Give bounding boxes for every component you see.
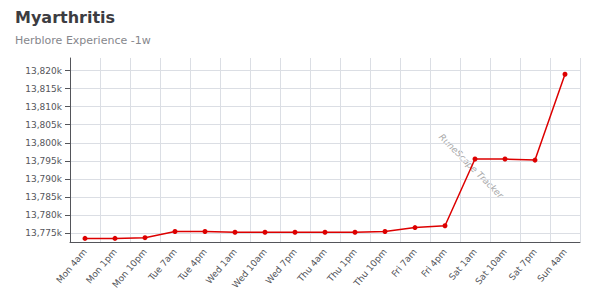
- svg-text:Fri 7am: Fri 7am: [390, 247, 419, 279]
- svg-text:Tue 4pm: Tue 4pm: [176, 246, 209, 283]
- svg-text:13,815k: 13,815k: [25, 84, 62, 94]
- svg-text:Myarthritis: Myarthritis: [15, 8, 115, 27]
- svg-text:13,820k: 13,820k: [25, 66, 62, 76]
- svg-text:13,790k: 13,790k: [25, 174, 62, 184]
- svg-text:Thu 1pm: Thu 1pm: [325, 246, 359, 284]
- svg-text:13,805k: 13,805k: [25, 120, 62, 130]
- svg-text:RuneScape Tracker: RuneScape Tracker: [436, 131, 506, 201]
- svg-text:Mon 4am: Mon 4am: [54, 246, 89, 286]
- svg-text:Wed 1am: Wed 1am: [203, 246, 239, 286]
- svg-text:13,780k: 13,780k: [25, 210, 62, 220]
- svg-text:13,810k: 13,810k: [25, 102, 62, 112]
- svg-text:Herblore Experience -1w: Herblore Experience -1w: [15, 34, 151, 47]
- svg-text:Sat 7pm: Sat 7pm: [507, 247, 539, 282]
- svg-text:Wed 10am: Wed 10am: [230, 247, 269, 290]
- svg-text:Mon 10pm: Mon 10pm: [110, 247, 148, 290]
- svg-text:13,785k: 13,785k: [25, 192, 62, 202]
- svg-text:Fri 4pm: Fri 4pm: [419, 247, 448, 279]
- svg-text:13,800k: 13,800k: [25, 138, 62, 148]
- svg-text:Tue 7am: Tue 7am: [146, 247, 179, 283]
- svg-text:Sun 4am: Sun 4am: [535, 247, 568, 284]
- svg-text:13,795k: 13,795k: [25, 156, 62, 166]
- svg-text:Thu 10pm: Thu 10pm: [351, 247, 389, 289]
- svg-text:Thu 4am: Thu 4am: [295, 247, 329, 285]
- svg-text:Sat 1am: Sat 1am: [447, 247, 479, 282]
- svg-text:Sat 10am: Sat 10am: [473, 247, 509, 287]
- svg-text:Mon 1pm: Mon 1pm: [84, 246, 119, 286]
- svg-text:Wed 7pm: Wed 7pm: [264, 247, 299, 286]
- svg-text:13,775k: 13,775k: [25, 228, 62, 238]
